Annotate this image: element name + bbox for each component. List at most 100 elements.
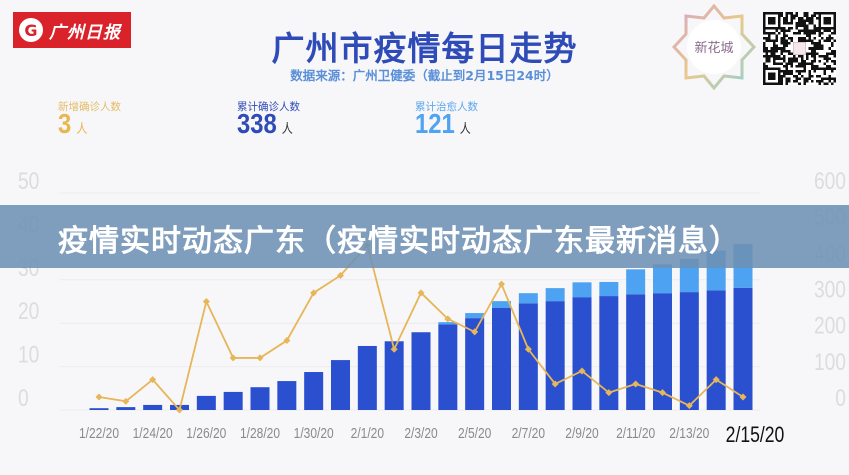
stat-unit: 人 (459, 121, 471, 136)
x-axis-tick-label: 1/26/20 (186, 425, 226, 442)
bar-confirmed (733, 287, 753, 410)
bar-confirmed (250, 387, 270, 410)
left-axis-tick-label: 0 (18, 384, 29, 412)
bar-confirmed (384, 341, 404, 410)
bar-confirmed (518, 303, 538, 410)
bar-confirmed (116, 407, 136, 410)
logo-mark-icon: G (19, 18, 43, 42)
x-axis-tick-label: 2/1/20 (351, 425, 385, 442)
bar-cured (518, 293, 538, 304)
bar-confirmed (438, 324, 458, 410)
line-point (632, 380, 640, 388)
bar-confirmed (679, 292, 699, 410)
bar-confirmed (492, 308, 511, 410)
stat-total-label: 累计确诊人数 (237, 101, 300, 113)
stat-total-number: 338 (237, 108, 277, 139)
chart-title: 广州市疫情每日走势 (271, 29, 578, 68)
line-point (471, 328, 479, 336)
right-axis-tick-label: 100 (814, 348, 846, 376)
right-axis-tick-label: 0 (835, 384, 846, 412)
bar-confirmed (357, 345, 377, 410)
bar-confirmed (304, 372, 324, 410)
line-point (739, 393, 747, 401)
x-axis-tick-label: 1/22/20 (79, 425, 119, 442)
bar-confirmed (89, 408, 109, 410)
bar-confirmed (653, 293, 672, 410)
right-axis-tick-label: 600 (814, 167, 846, 195)
qr-code-icon (763, 12, 836, 85)
right-axis-tick-label: 200 (814, 312, 846, 340)
line-point (417, 289, 425, 297)
x-axis-tick-label: 2/9/20 (565, 425, 599, 442)
x-axis-tick-label: 2/11/20 (616, 425, 656, 442)
logo-text: 广州日报 (49, 22, 121, 43)
bar-confirmed (143, 404, 163, 410)
line-point (685, 402, 693, 410)
line-point (390, 345, 398, 353)
line-point (712, 376, 720, 384)
bar-confirmed (411, 332, 431, 410)
bar-confirmed (277, 381, 297, 410)
stat-new-number: 3 (58, 108, 72, 139)
line-point (337, 271, 344, 279)
line-point (202, 298, 210, 305)
x-axis-tick-label: 1/30/20 (294, 425, 334, 442)
line-point (498, 280, 505, 288)
bar-confirmed (331, 360, 350, 410)
bar-cured (572, 282, 592, 298)
bar-cured (545, 288, 565, 302)
line-point (524, 345, 532, 353)
x-axis-tick-label: 2/13/20 (669, 425, 709, 442)
bar-confirmed (465, 318, 485, 410)
line-point (256, 354, 264, 362)
stat-new-label: 新增确诊人数 (58, 101, 121, 113)
stat-cured-label: 累计治愈人数 (415, 101, 478, 113)
stat-unit: 人 (76, 121, 88, 136)
line-point (149, 376, 157, 384)
bar-confirmed (706, 290, 726, 410)
bar-confirmed (599, 296, 619, 410)
bar-cured (438, 322, 458, 325)
banner-text: 疫情实时动态广东（疫情实时动态广东最新消息） (58, 224, 740, 259)
bar-confirmed (196, 395, 216, 410)
line-point (551, 380, 559, 388)
line-point (229, 354, 237, 362)
bar-cured (599, 281, 619, 297)
line-point (176, 406, 183, 414)
line-point (122, 397, 130, 405)
stat-cured-value: 121 人 (415, 108, 471, 140)
bar-confirmed (223, 391, 243, 410)
chart-subtitle: 数据来源：广州卫健委（截止到2月15日24时） (290, 68, 559, 83)
bar-cured (465, 313, 485, 319)
guangzhou-daily-logo: G 广州日报 (13, 12, 131, 48)
line-point (578, 367, 586, 375)
line-point (310, 289, 318, 297)
line-point (283, 337, 291, 345)
line-point (659, 389, 666, 397)
left-axis-tick-label: 50 (18, 167, 39, 195)
x-axis-tick-label: 1/28/20 (240, 425, 280, 442)
xinhuacheng-logo: 新花城 (672, 4, 756, 90)
bar-confirmed (626, 294, 646, 410)
bar-confirmed (572, 297, 592, 410)
left-axis-tick-label: 10 (18, 341, 39, 369)
stat-total-value: 338 人 (237, 108, 293, 140)
bar-confirmed (545, 301, 565, 410)
bar-cured (492, 301, 511, 309)
right-axis-tick-label: 300 (814, 275, 846, 303)
partner-logo-text: 新花城 (694, 40, 733, 56)
line-point (95, 393, 103, 401)
x-axis-tick-label: 1/24/20 (133, 425, 173, 442)
line-point (444, 315, 452, 323)
left-axis-tick-label: 20 (18, 297, 39, 325)
x-axis-tick-label: 2/3/20 (404, 425, 438, 442)
bar-cured (653, 264, 672, 294)
x-axis-tick-label: 2/15/20 (726, 423, 785, 447)
stat-unit: 人 (281, 121, 293, 136)
x-axis-tick-label: 2/7/20 (512, 425, 546, 442)
line-point (605, 389, 613, 397)
bar-cured (626, 269, 646, 295)
overlay-banner (0, 205, 849, 268)
stat-cured-number: 121 (415, 108, 455, 139)
